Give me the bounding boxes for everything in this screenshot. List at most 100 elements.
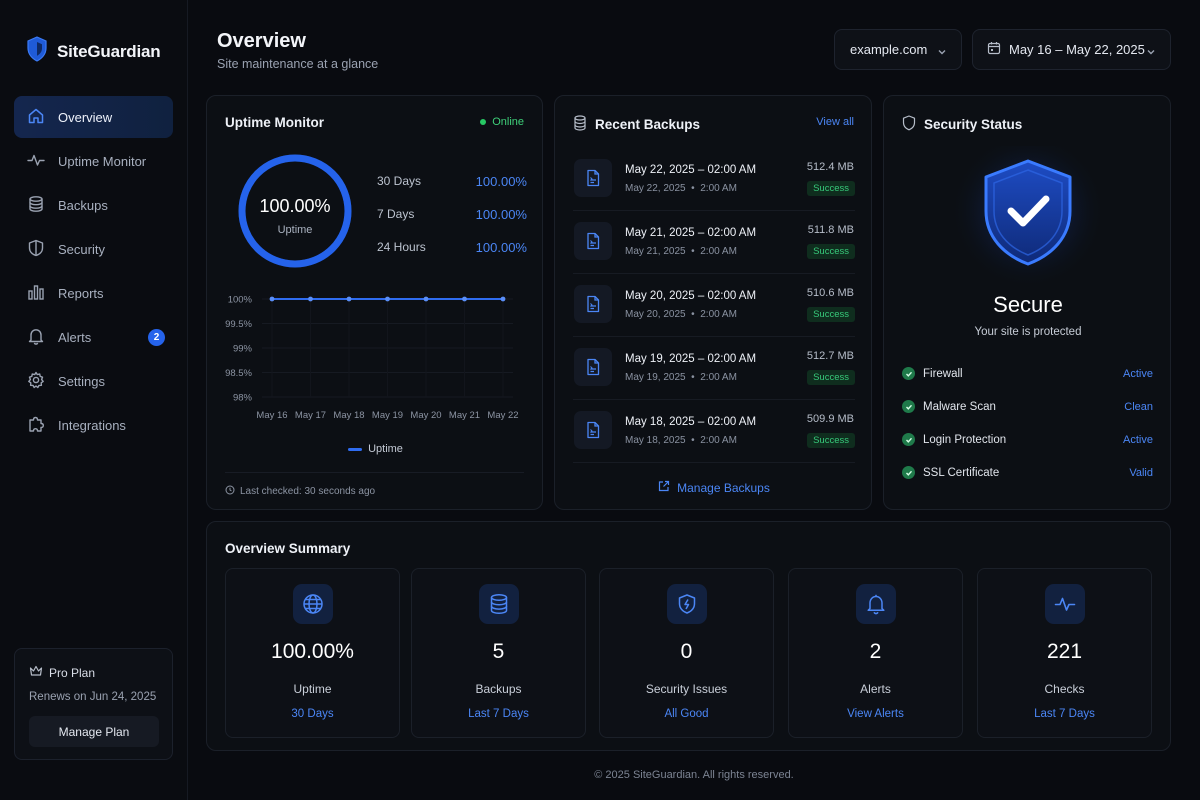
backup-date: May 21, 2025 (625, 246, 686, 257)
site-selector[interactable]: example.com (834, 29, 962, 70)
security-headline: Secure (993, 292, 1063, 317)
uptime-line-chart: 100% 99.5% 99% 98.5% 98%May 16 May 17 May 18 Ma… (225, 295, 519, 422)
card-title: Overview Summary (225, 541, 351, 556)
status-badge: Success (807, 244, 855, 259)
summary-tile-alerts[interactable]: 2 Alerts View Alerts (788, 568, 963, 738)
summary-tile-uptime[interactable]: 100.00% Uptime 30 Days (225, 568, 400, 738)
status-badge: Success (807, 433, 855, 448)
check-label: Malware Scan (923, 400, 996, 413)
last-checked: Last checked: 30 seconds ago (225, 485, 375, 498)
plan-card: Pro Plan Renews on Jun 24, 2025 Manage P… (14, 648, 173, 760)
date-range-value: May 16 – May 22, 2025 (1009, 42, 1145, 57)
sidebar-item-alerts[interactable]: Alerts 2 (14, 316, 173, 358)
x-tick-label: May 17 (295, 410, 326, 421)
security-check-login-protection: Login Protection Active (902, 433, 1153, 446)
status-badge: Success (807, 307, 855, 322)
bar-chart-icon (27, 283, 45, 304)
x-tick-label: May 18 (333, 410, 364, 421)
backup-subtitle: May 22, 2025 • 2:00 AM (625, 183, 737, 194)
sidebar-item-backups[interactable]: Backups (14, 184, 173, 226)
y-tick-label: 98.5% (225, 368, 252, 379)
manage-plan-button[interactable]: Manage Plan (29, 716, 159, 747)
backup-size: 512.4 MB (806, 161, 854, 173)
tile-label: Security Issues (645, 682, 728, 696)
y-tick-label: 98% (233, 393, 253, 404)
backup-date: May 20, 2025 (625, 309, 686, 320)
sidebar-item-integrations[interactable]: Integrations (14, 404, 173, 446)
y-tick-label: 100% (228, 295, 253, 306)
sidebar-item-overview[interactable]: Overview (14, 96, 173, 138)
external-link-icon (658, 480, 670, 495)
backup-time: 2:00 AM (700, 435, 737, 446)
sidebar-item-label: Alerts (58, 329, 92, 345)
check-circle-icon (902, 367, 915, 380)
overview-summary-card: Overview Summary 100.00% Uptime 30 Days … (206, 521, 1171, 751)
tile-link[interactable]: Last 7 Days (468, 708, 529, 720)
chevron-down-icon (937, 45, 947, 60)
shield-bolt-icon (667, 584, 707, 624)
backup-size: 512.7 MB (806, 350, 854, 362)
calendar-icon (987, 41, 1001, 58)
tile-value: 221 (1046, 640, 1083, 663)
footer-copyright: © 2025 SiteGuardian. All rights reserved… (594, 769, 794, 781)
puzzle-icon (27, 415, 45, 436)
data-point[interactable] (462, 296, 467, 302)
stat-label: 30 Days (377, 174, 422, 188)
backup-row[interactable]: May 20, 2025 – 02:00 AM May 20, 2025 • 2… (573, 274, 855, 337)
y-tick-label: 99% (233, 344, 253, 355)
tile-value: 0 (680, 640, 693, 663)
backup-time: 2:00 AM (700, 309, 737, 320)
data-point[interactable] (269, 296, 275, 302)
gear-icon (27, 371, 45, 392)
stat-value: 100.00% (475, 207, 527, 222)
summary-tile-security-issues[interactable]: 0 Security Issues All Good (599, 568, 774, 738)
backup-row[interactable]: May 19, 2025 – 02:00 AM May 19, 2025 • 2… (573, 337, 855, 400)
view-all-backups-link[interactable]: View all (816, 116, 854, 128)
globe-icon (293, 584, 333, 624)
shield-check-icon (950, 146, 1106, 289)
tile-link[interactable]: All Good (664, 708, 709, 720)
x-tick-label: May 21 (449, 410, 480, 421)
data-point[interactable] (500, 296, 506, 302)
card-title-text: Recent Backups (595, 117, 701, 132)
data-point[interactable] (423, 296, 429, 302)
summary-tile-checks[interactable]: 221 Checks Last 7 Days (977, 568, 1152, 738)
date-range-selector[interactable]: May 16 – May 22, 2025 (972, 29, 1171, 70)
data-point[interactable] (385, 296, 390, 302)
sidebar-item-uptime-monitor[interactable]: Uptime Monitor (14, 140, 173, 182)
uptime-ring (238, 154, 352, 268)
uptime-monitor-card: Uptime Monitor Online 100.00% Uptime 30 … (206, 95, 543, 510)
sidebar-item-reports[interactable]: Reports (14, 272, 173, 314)
sidebar-item-settings[interactable]: Settings (14, 360, 173, 402)
bell-icon (856, 584, 896, 624)
backup-date: May 22, 2025 (625, 183, 686, 194)
sidebar-item-label: Security (58, 241, 105, 257)
site-selector-value: example.com (850, 42, 928, 57)
tile-value: 100.00% (271, 640, 354, 663)
backup-row[interactable]: May 22, 2025 – 02:00 AM May 22, 2025 • 2… (573, 148, 855, 211)
tile-link[interactable]: View Alerts (847, 708, 904, 720)
tile-link[interactable]: Last 7 Days (1034, 708, 1095, 720)
backup-row[interactable]: May 21, 2025 – 02:00 AM May 21, 2025 • 2… (573, 211, 855, 274)
backup-subtitle: May 21, 2025 • 2:00 AM (625, 246, 737, 257)
brand[interactable]: SiteGuardian (26, 36, 161, 67)
card-title: Recent Backups (573, 115, 700, 134)
summary-tile-backups[interactable]: 5 Backups Last 7 Days (411, 568, 586, 738)
data-point[interactable] (346, 296, 352, 302)
data-point[interactable] (308, 296, 313, 302)
tile-value: 5 (492, 640, 505, 663)
check-status: Clean (1124, 400, 1153, 413)
plan-title: Pro Plan (29, 665, 95, 680)
backup-row[interactable]: May 18, 2025 – 02:00 AM May 18, 2025 • 2… (573, 400, 855, 463)
pulse-icon (27, 151, 45, 172)
stat-label: 24 Hours (377, 240, 426, 254)
sidebar-item-security[interactable]: Security (14, 228, 173, 270)
page-title: Overview (217, 30, 306, 52)
clock-icon (225, 485, 235, 498)
status-dot (480, 119, 487, 125)
check-circle-icon (902, 466, 915, 479)
manage-backups-link[interactable]: Manage Backups (555, 480, 873, 495)
tile-link[interactable]: 30 Days (291, 708, 334, 720)
tile-label: Backups (475, 682, 522, 696)
check-status: Valid (1129, 466, 1153, 479)
